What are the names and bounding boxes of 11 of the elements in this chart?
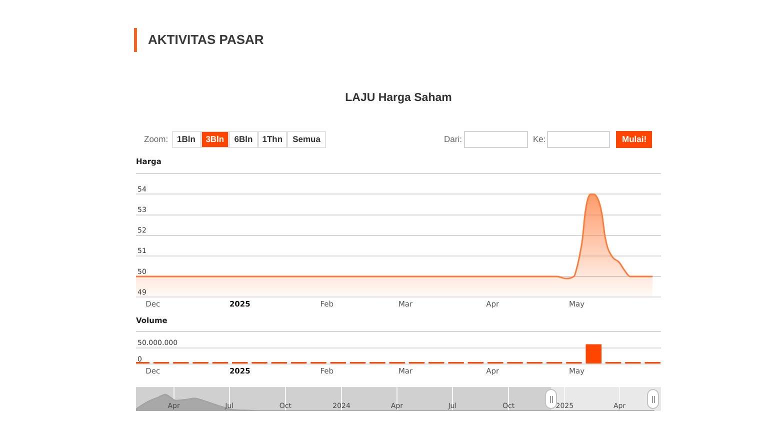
- text: Mulai!: [616, 131, 652, 148]
- text: 6Bln: [229, 131, 258, 148]
- chart-subtitle: LAJU Harga Saham: [344, 91, 453, 105]
- text: 1Thn: [258, 131, 288, 148]
- text: 3Bln: [200, 131, 230, 148]
- text: Ke:: [533, 133, 546, 145]
- chart-title: AKTIVITAS PASAR: [148, 32, 264, 48]
- text: Dari:: [444, 133, 462, 145]
- text: Zoom:: [144, 133, 168, 145]
- text: Semua: [287, 131, 326, 148]
- text: 1Bln: [172, 131, 200, 148]
